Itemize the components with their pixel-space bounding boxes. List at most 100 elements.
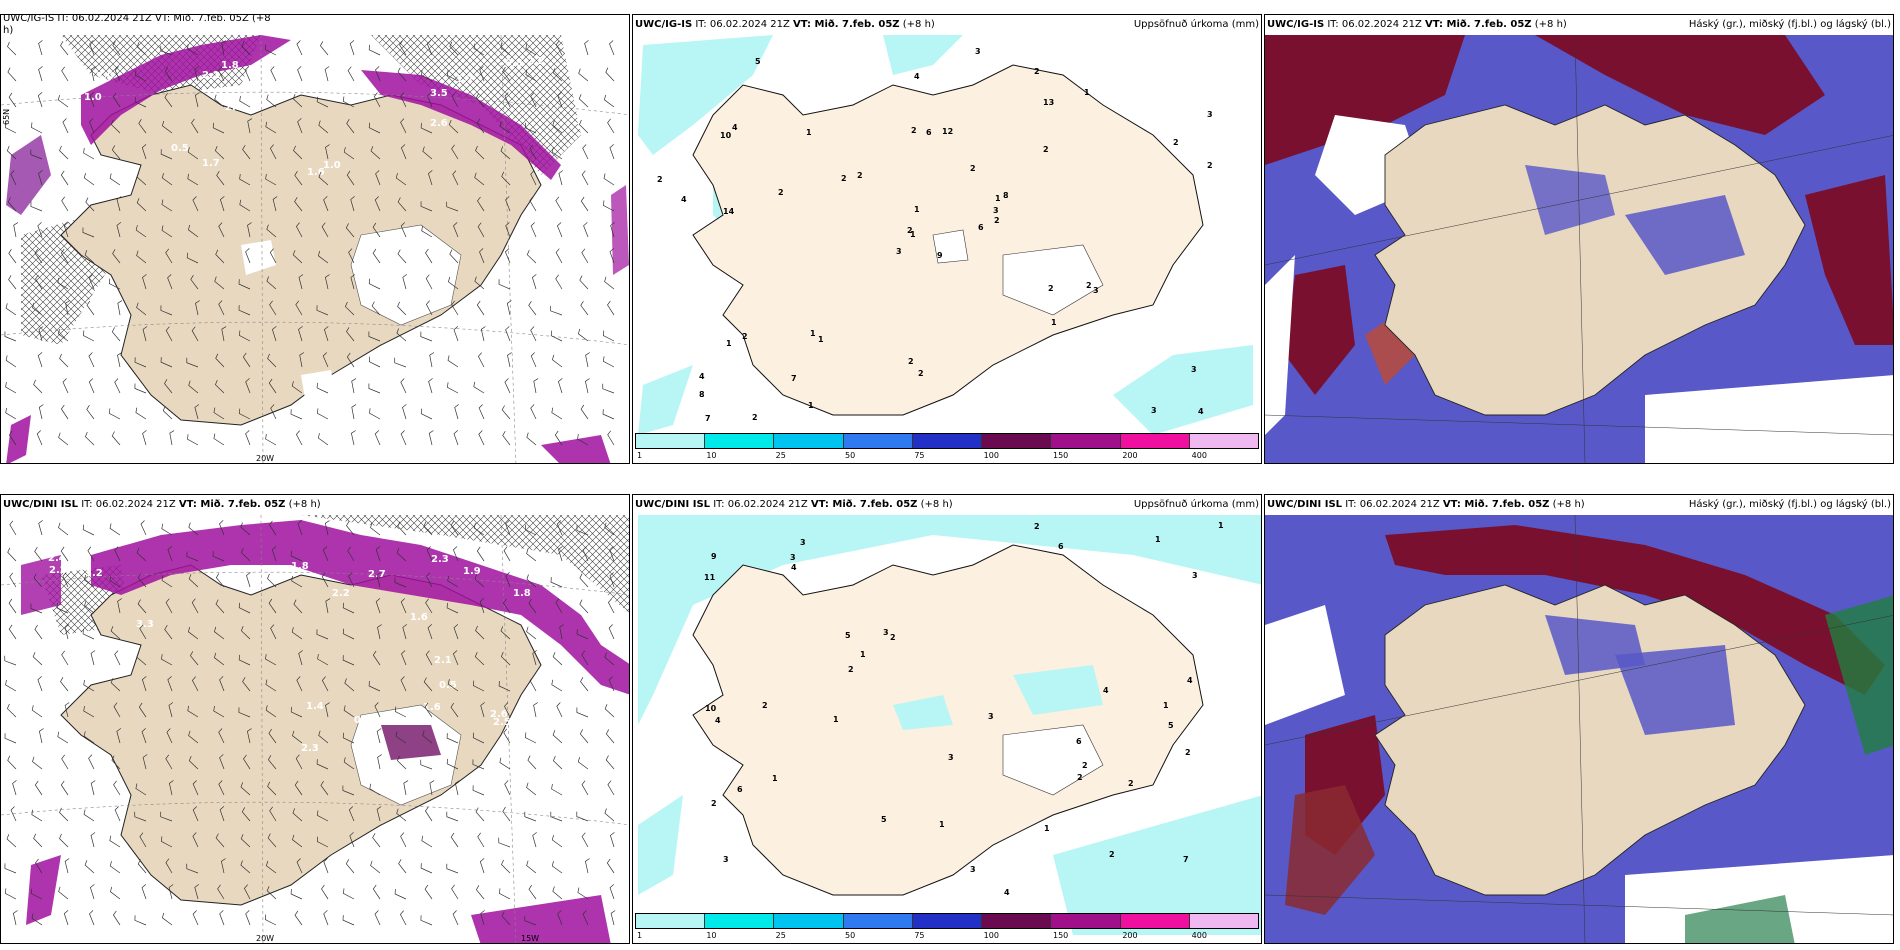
wind-barb <box>295 300 303 316</box>
wind-barb <box>427 624 433 640</box>
wind-barb <box>395 731 407 744</box>
wind-barb <box>38 66 43 82</box>
wind-barb <box>30 603 43 614</box>
wind-barb <box>322 352 329 368</box>
wind-barb <box>398 859 407 874</box>
wind-barb <box>479 66 485 82</box>
wind-barb <box>323 196 329 212</box>
wind-barb <box>84 431 95 446</box>
wind-barb <box>109 523 121 536</box>
colorbar-ticks-top: 1 10 25 50 75 100 150 200 400 <box>635 451 1259 461</box>
wind-barb <box>504 92 511 108</box>
wind-barb <box>480 910 485 926</box>
wind-barb <box>503 728 511 744</box>
wind-barb <box>160 149 173 160</box>
wind-barb <box>347 66 355 82</box>
wind-barb <box>165 858 173 874</box>
wind-barb <box>31 122 43 134</box>
precip-amount-label: 3 <box>948 753 954 762</box>
wind-barb <box>554 430 563 446</box>
wind-barb <box>425 650 433 666</box>
wind-barb <box>169 430 175 446</box>
precip-amount-label: 2 <box>1128 779 1134 788</box>
wind-barb <box>188 380 199 394</box>
wind-barb <box>295 222 303 238</box>
wind-barb <box>550 577 563 588</box>
wind-barb <box>90 780 96 796</box>
wind-barb <box>478 430 485 446</box>
wind-barb <box>164 379 173 394</box>
wind-barb <box>397 197 407 212</box>
wind-barb <box>169 780 174 796</box>
wind-barb <box>161 523 173 536</box>
precip-amount-label: 2.1 <box>434 655 452 666</box>
wind-barb <box>292 808 303 822</box>
colorbar-swatch <box>774 434 844 448</box>
colorbar-tick-label: 25 <box>775 931 786 940</box>
precip-amount-label: 6 <box>978 223 984 232</box>
wind-barb <box>604 522 615 536</box>
wind-barb <box>60 780 69 796</box>
wind-barb <box>267 833 277 848</box>
wind-barb <box>498 837 511 848</box>
wind-barb <box>376 728 382 744</box>
wind-barb <box>188 626 199 640</box>
wind-barb <box>293 145 303 160</box>
wind-barb <box>396 548 407 562</box>
wind-barb <box>316 382 329 394</box>
wind-barb <box>505 196 511 212</box>
wind-barb <box>165 754 173 770</box>
wind-barb <box>447 276 459 290</box>
wind-barb <box>245 248 251 264</box>
wind-barb <box>62 118 69 134</box>
precip-amount-label: 3.0 <box>96 71 114 82</box>
precip-amount-label: 2.3 <box>431 554 449 565</box>
wind-barb <box>13 222 19 238</box>
wind-barb <box>504 378 511 394</box>
wind-barb <box>265 173 277 186</box>
wind-barb <box>318 120 329 134</box>
precip-amount-label: 1.6 <box>576 116 594 127</box>
wind-barb <box>325 144 330 160</box>
wind-barb <box>480 702 485 718</box>
panel-title-top-right: Háský (gr.), miðský (fj.bl.) og lágský (… <box>1688 19 1891 30</box>
wind-barb <box>502 66 511 82</box>
wind-barb <box>32 652 43 666</box>
wind-barb <box>117 300 123 316</box>
wind-barb <box>265 679 277 692</box>
wind-barb <box>7 547 17 562</box>
wind-barb <box>316 96 329 108</box>
wind-barb <box>9 572 17 588</box>
wind-barb <box>87 546 95 562</box>
precip-amount-label: 2 <box>857 171 863 180</box>
wind-barb <box>215 833 225 848</box>
wind-barb <box>135 70 147 82</box>
wind-barb <box>266 224 277 238</box>
wind-barb <box>265 860 277 874</box>
wind-barb <box>241 807 251 822</box>
wind-barb <box>60 41 69 56</box>
wind-barb <box>37 222 43 238</box>
wind-barb <box>558 170 564 186</box>
precip-amount-label: 3.5 <box>430 88 448 99</box>
precip-amount-label: 1.7 <box>456 74 474 85</box>
wind-barb <box>268 728 277 744</box>
wind-barb <box>294 171 303 186</box>
wind-barb <box>374 910 381 926</box>
wind-barb <box>579 729 589 744</box>
wind-barb <box>400 598 407 614</box>
colorbar-tick-label: 150 <box>1053 451 1069 460</box>
wind-barb <box>474 574 485 588</box>
wind-barb <box>242 145 251 160</box>
wind-barb <box>61 650 69 666</box>
wind-barb <box>551 861 563 874</box>
wind-barb <box>83 705 95 718</box>
wind-barb <box>9 520 17 536</box>
wind-barb <box>345 223 355 238</box>
wind-barb <box>238 602 251 614</box>
wind-barb <box>372 884 381 900</box>
wind-barb <box>501 405 511 420</box>
precip-amount-label: 1.4 <box>306 701 324 712</box>
wind-barb <box>267 781 277 796</box>
wind-barb <box>348 572 355 588</box>
